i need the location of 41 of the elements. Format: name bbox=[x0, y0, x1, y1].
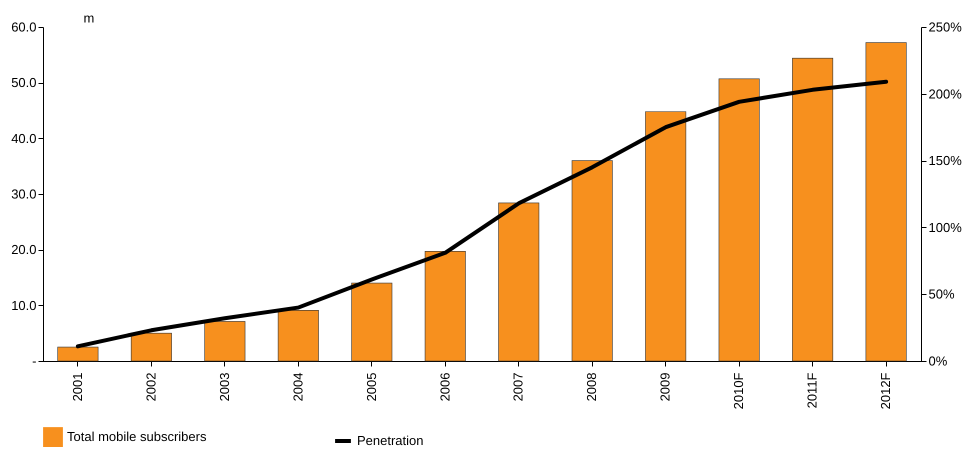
y2-tick-label: 0% bbox=[928, 354, 948, 368]
bar bbox=[645, 111, 686, 362]
x-tick-label: 2004 bbox=[290, 372, 306, 402]
x-tick-label: 2001 bbox=[70, 372, 85, 402]
legend-label: Total mobile subscribers bbox=[67, 429, 207, 444]
y2-tick-label: 150% bbox=[928, 153, 962, 168]
y2-tick-label: 250% bbox=[928, 20, 962, 34]
y-tick-label: 20.0 bbox=[11, 242, 36, 258]
y-tick-label: 40.0 bbox=[11, 130, 36, 146]
bar bbox=[792, 58, 834, 362]
legend-label: Penetration bbox=[357, 433, 424, 448]
y-tick-label: 60.0 bbox=[11, 20, 36, 34]
x-tick-label: 2002 bbox=[143, 372, 158, 402]
bar bbox=[424, 251, 466, 362]
x-tick-label: 2007 bbox=[510, 372, 526, 402]
bar bbox=[204, 321, 246, 362]
y2-tick-label: 50% bbox=[928, 286, 955, 302]
x-tick-label: 2009 bbox=[658, 372, 673, 402]
bar bbox=[278, 310, 319, 362]
x-tick-label: 2008 bbox=[584, 372, 600, 402]
bar bbox=[572, 160, 613, 362]
y-tick-label: 30.0 bbox=[11, 186, 36, 202]
bar bbox=[130, 332, 172, 362]
x-tick-label: 2011F bbox=[804, 372, 820, 408]
x-tick-label: 2003 bbox=[216, 372, 232, 402]
bar bbox=[351, 282, 392, 362]
x-tick-label: 2005 bbox=[364, 372, 379, 402]
bar bbox=[498, 202, 540, 362]
y2-tick-label: 100% bbox=[928, 220, 962, 235]
y-axis-title: m bbox=[84, 10, 94, 26]
y-tick-label: 10.0 bbox=[11, 298, 36, 313]
y-tick-label: - bbox=[32, 354, 36, 368]
x-tick-label: 2012F bbox=[878, 372, 894, 410]
x-tick-label: 2006 bbox=[437, 372, 452, 402]
line-series bbox=[76, 80, 888, 348]
bar bbox=[57, 346, 98, 362]
bar bbox=[718, 78, 760, 362]
y-tick-label: 50.0 bbox=[11, 75, 36, 90]
x-tick-label: 2010F bbox=[731, 372, 746, 410]
bar bbox=[866, 42, 907, 362]
y2-tick-label: 200% bbox=[928, 86, 962, 102]
